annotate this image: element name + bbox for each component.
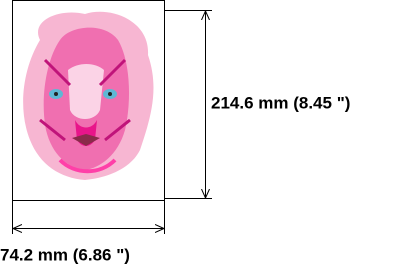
width-label: 74.2 mm (6.86 ") (0, 245, 130, 264)
dimension-diagram: 214.6 mm (8.45 ") 74.2 mm (6.86 ") (0, 0, 418, 269)
page: 214.6 mm (8.45 ") 74.2 mm (6.86 ") (() =… (0, 0, 418, 269)
height-label: 214.6 mm (8.45 ") (211, 93, 350, 112)
lion-design (23, 12, 153, 180)
